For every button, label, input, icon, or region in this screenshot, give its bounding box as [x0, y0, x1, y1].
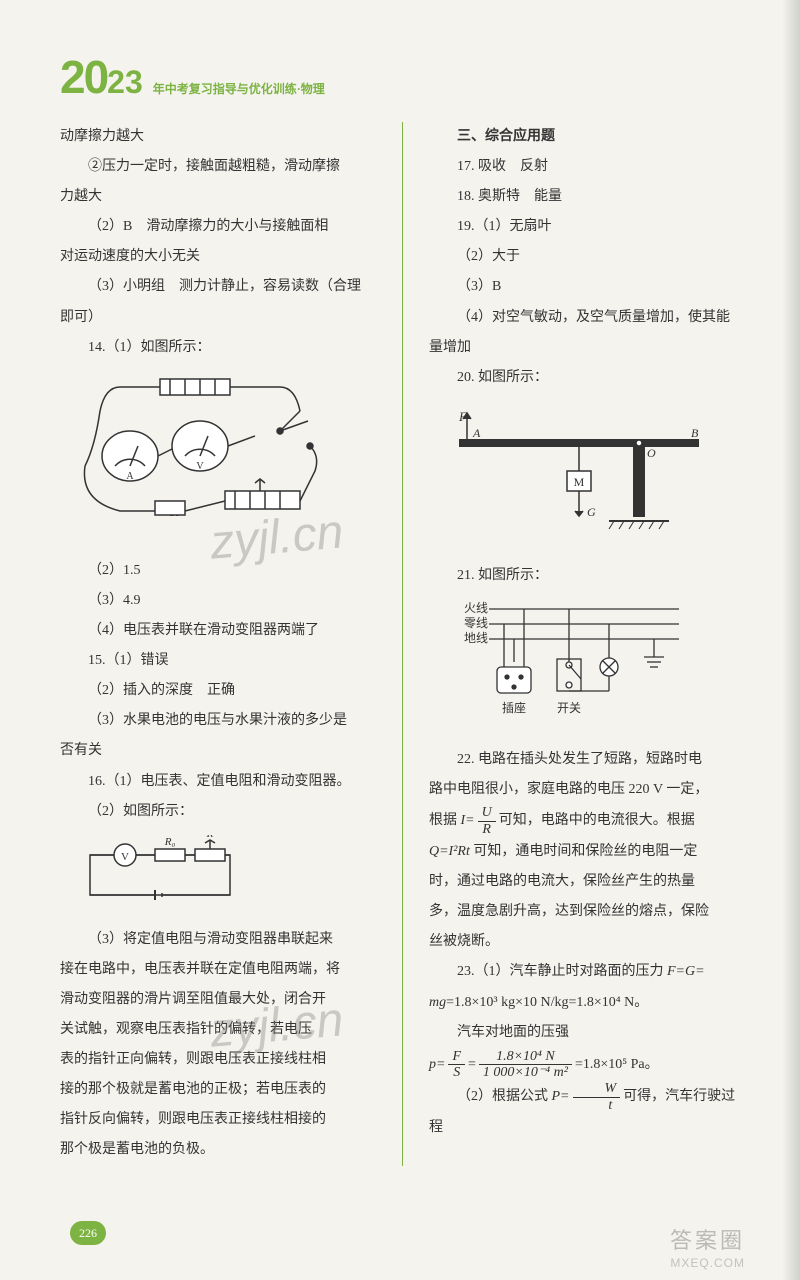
text-line: 关试触，观察电压表指针的偏转，若电压: [60, 1015, 376, 1045]
text-line: 16.（1）电压表、定值电阻和滑动变阻器。: [60, 767, 376, 797]
text-line: Q=I²Rt 可知，通电时间和保险丝的电阻一定: [429, 837, 745, 867]
left-column: 动摩擦力越大 ②压力一定时，接触面越粗糙，滑动摩擦 力越大 （2）B 滑动摩擦力…: [60, 122, 376, 1166]
wiring-diagram: 火线 零线 地线 插座: [429, 597, 689, 727]
year-small: 23: [107, 64, 143, 101]
text-line: 动摩擦力越大: [60, 122, 376, 152]
circuit-diagram-small: V R₀ R: [60, 835, 260, 905]
text-line: 力越大: [60, 182, 376, 212]
text-line: （2）1.5: [60, 556, 376, 586]
text-line: （4）电压表并联在滑动变阻器两端了: [60, 616, 376, 646]
text-line: 20. 如图所示：: [429, 363, 745, 393]
text-line: （2）如图所示：: [60, 797, 376, 827]
text-line: （2）大于: [429, 242, 745, 272]
text-line: 接在电路中，电压表并联在定值电阻两端，将: [60, 955, 376, 985]
pressure-formula: p=FS=1.8×10⁴ N1 000×10⁻⁴ m²=1.8×10⁵ Pa。: [429, 1048, 745, 1082]
page-header: 20 23 年中考复习指导与优化训练·物理: [60, 50, 745, 104]
text-line: 指针反向偏转，则跟电压表正接线柱相接的: [60, 1105, 376, 1135]
text-line: 22. 电路在插头处发生了短路，短路时电: [429, 745, 745, 775]
text-line: 接的那个极就是蓄电池的正极；若电压表的: [60, 1075, 376, 1105]
content-columns: 动摩擦力越大 ②压力一定时，接触面越粗糙，滑动摩擦 力越大 （2）B 滑动摩擦力…: [60, 122, 745, 1166]
svg-text:R: R: [206, 835, 214, 840]
text-line: （3）B: [429, 272, 745, 302]
svg-text:V: V: [121, 851, 129, 863]
section-title: 三、综合应用题: [429, 122, 745, 152]
lever-diagram: F A B O: [429, 401, 719, 541]
page-container: 20 23 年中考复习指导与优化训练·物理 动摩擦力越大 ②压力一定时，接触面越…: [0, 0, 800, 1280]
svg-text:A: A: [472, 426, 481, 440]
text-line: 21. 如图所示：: [429, 561, 745, 591]
header-subtitle: 年中考复习指导与优化训练·物理: [153, 80, 325, 97]
svg-text:开关: 开关: [557, 701, 581, 715]
text-line: （2）根据公式 P=Wt可得，汽车行驶过程: [429, 1081, 745, 1143]
text-line: 路中电阻很小，家庭电路的电压 220 V 一定，: [429, 775, 745, 805]
column-divider: [402, 122, 403, 1166]
text-line: 17. 吸收 反射: [429, 152, 745, 182]
page-number-badge: 226: [70, 1221, 106, 1245]
text-line: （4）对空气敏动，及空气质量增加，使其能: [429, 303, 745, 333]
text-line: 对运动速度的大小无关: [60, 242, 376, 272]
svg-text:G: G: [587, 505, 596, 519]
svg-text:地线: 地线: [464, 631, 488, 645]
text-line: 表的指针正向偏转，则跟电压表正接线柱相: [60, 1045, 376, 1075]
page-edge-shadow: [782, 0, 800, 1280]
bottom-watermark-sub: MXEQ.COM: [670, 1256, 745, 1270]
svg-text:M: M: [574, 475, 585, 489]
text-line: 15.（1）错误: [60, 646, 376, 676]
formula-line: 根据 I=UR可知，电路中的电流很大。根据: [429, 805, 745, 837]
text-line: （3）4.9: [60, 586, 376, 616]
text-line: 23.（1）汽车静止时对路面的压力 F=G=: [429, 957, 745, 987]
text-line: 多，温度急剧升高，达到保险丝的熔点，保险: [429, 897, 745, 927]
svg-text:插座: 插座: [502, 700, 526, 715]
circuit-diagram-large: A V: [60, 371, 340, 536]
svg-text:火线: 火线: [464, 601, 488, 615]
text-line: 丝被烧断。: [429, 927, 745, 957]
text-line: 汽车对地面的压强: [429, 1018, 745, 1048]
text-line: （3）水果电池的电压与水果汁液的多少是: [60, 706, 376, 736]
right-column: 三、综合应用题 17. 吸收 反射 18. 奥斯特 能量 19.（1）无扇叶 （…: [429, 122, 745, 1166]
text-line: ②压力一定时，接触面越粗糙，滑动摩擦: [60, 152, 376, 182]
formula-prefix: 根据: [429, 813, 461, 828]
text-line: 时，通过电路的电流大，保险丝产生的热量: [429, 867, 745, 897]
year-large: 20: [60, 50, 107, 104]
text-line: 18. 奥斯特 能量: [429, 182, 745, 212]
text-line: 量增加: [429, 333, 745, 363]
svg-text:V: V: [196, 461, 204, 472]
text-line: 即可）: [60, 303, 376, 333]
text-line: mg=1.8×10³ kg×10 N/kg=1.8×10⁴ N。: [429, 988, 745, 1018]
text-line: （2）B 滑动摩擦力的大小与接触面相: [60, 212, 376, 242]
svg-text:A: A: [126, 471, 134, 482]
text-line: （2）插入的深度 正确: [60, 676, 376, 706]
text-line: （3）小明组 测力计静止，容易读数（合理: [60, 272, 376, 302]
formula-suffix: 可知，电路中的电流很大。根据: [499, 813, 695, 828]
svg-text:O: O: [647, 446, 656, 460]
text-line: 14.（1）如图所示：: [60, 333, 376, 363]
text-line: 滑动变阻器的滑片调至阻值最大处，闭合开: [60, 985, 376, 1015]
text-line: 那个极是蓄电池的负极。: [60, 1135, 376, 1165]
svg-text:零线: 零线: [464, 616, 488, 630]
text-line: 否有关: [60, 736, 376, 766]
svg-text:B: B: [691, 426, 699, 440]
bottom-watermark: 答案圈: [670, 1223, 745, 1255]
svg-text:R₀: R₀: [164, 836, 176, 848]
text-line: （3）将定值电阻与滑动变阻器串联起来: [60, 925, 376, 955]
text-line: 19.（1）无扇叶: [429, 212, 745, 242]
